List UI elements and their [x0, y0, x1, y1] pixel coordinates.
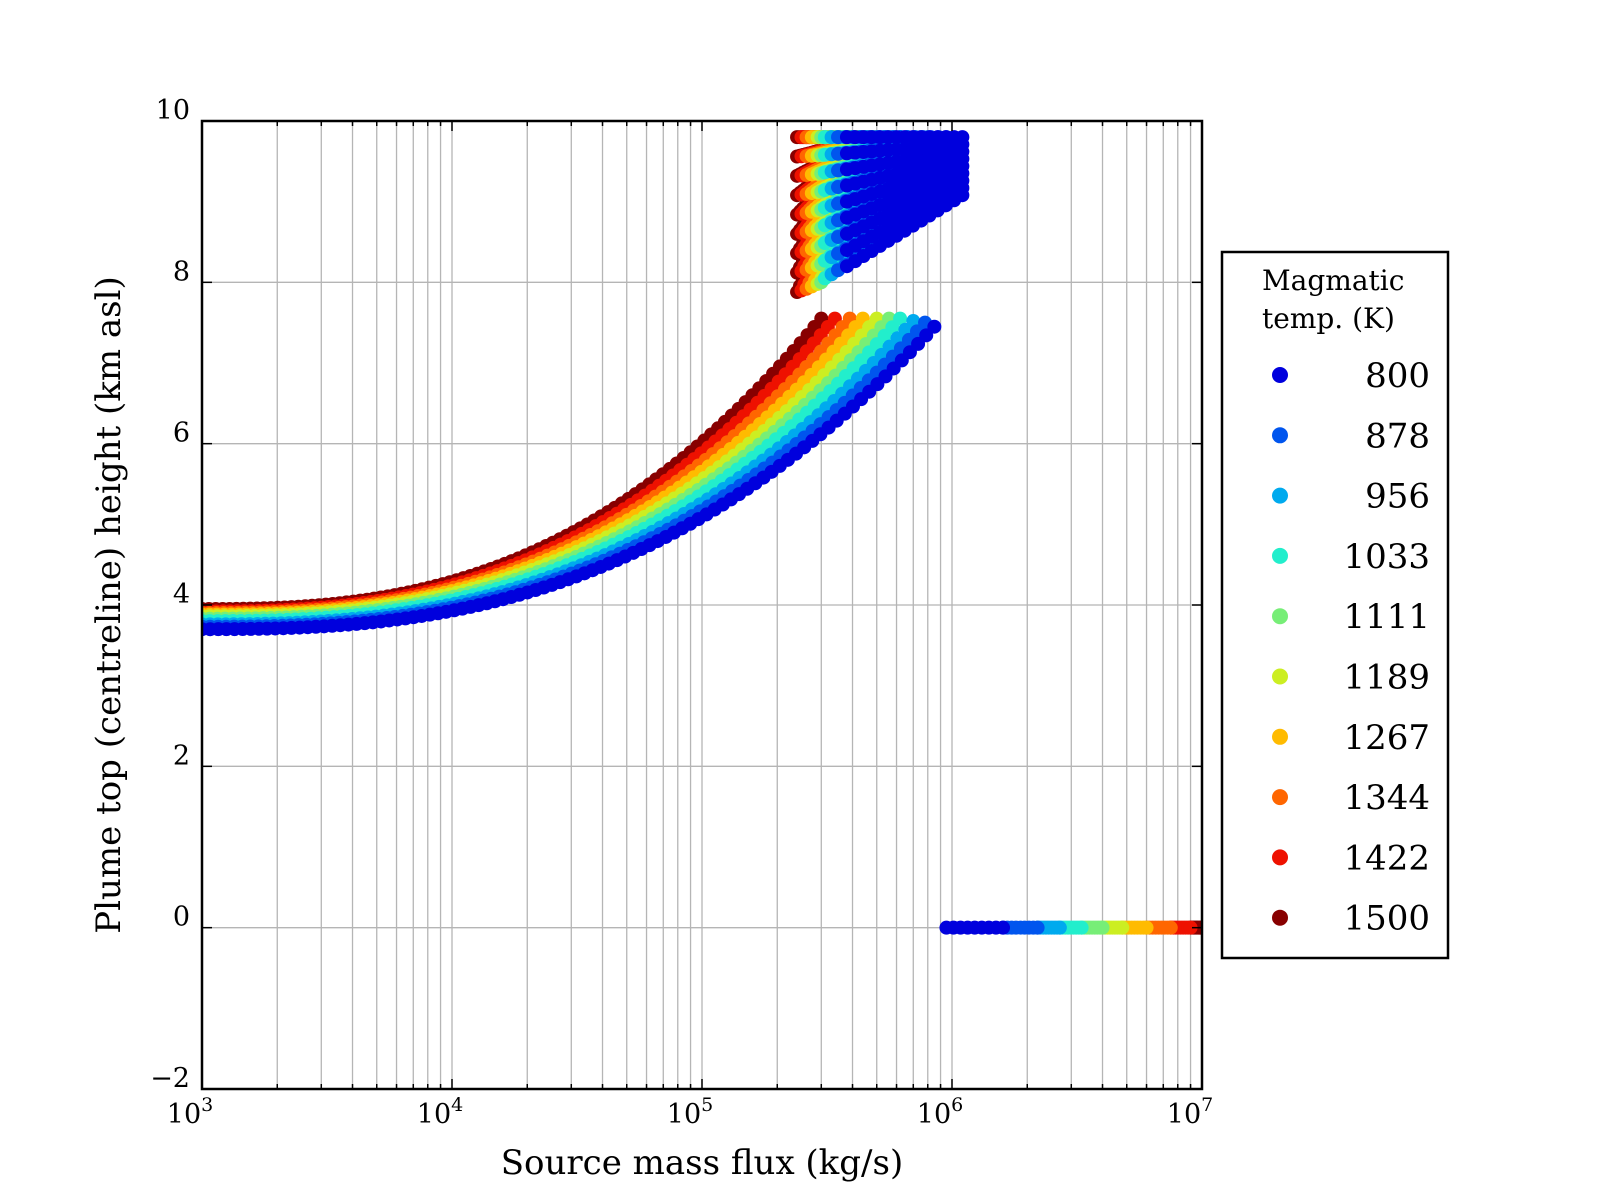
y-tick-labels: −2 0 2 4 6 8 10: [150, 95, 190, 1094]
legend-label: 1422: [1343, 838, 1430, 878]
legend-item-800: 800: [1272, 356, 1430, 396]
legend-label: 1189: [1343, 658, 1430, 698]
legend-marker: [1272, 487, 1288, 504]
data-point: [1074, 920, 1089, 935]
data-point: [893, 311, 908, 326]
x-tick-label: 104: [417, 1094, 463, 1130]
legend-label: 956: [1365, 477, 1430, 517]
x-tick-labels: 103 104 105 106 107: [167, 1094, 1213, 1130]
legend-label: 878: [1365, 416, 1430, 456]
data-point: [1163, 920, 1178, 935]
legend-marker: [1272, 608, 1288, 625]
legend-item-1189: 1189: [1272, 658, 1430, 698]
legend-marker: [1272, 547, 1288, 564]
data-point: [1115, 920, 1130, 935]
data-points: [202, 130, 1202, 935]
legend-marker: [1272, 728, 1288, 745]
legend-label: 1033: [1343, 537, 1430, 577]
y-tick-label: −2: [150, 1063, 190, 1094]
x-tick-label: 105: [667, 1094, 713, 1130]
data-point: [1183, 920, 1198, 935]
x-axis-label: Source mass flux (kg/s): [501, 1143, 903, 1183]
legend-marker: [1272, 909, 1288, 926]
data-point: [955, 130, 970, 145]
legend-label: 1267: [1343, 718, 1430, 758]
legend-label: 800: [1365, 356, 1430, 396]
legend-title-line2: temp. (K): [1262, 302, 1395, 335]
x-tick-label-base: 10: [167, 1099, 201, 1130]
legend-marker: [1272, 789, 1288, 806]
data-point: [927, 319, 942, 334]
legend-item-1267: 1267: [1272, 718, 1430, 758]
legend-label: 1111: [1343, 597, 1430, 637]
legend-marker: [1272, 668, 1288, 685]
legend-item-1111: 1111: [1272, 597, 1430, 637]
x-tick-label: 107: [1167, 1094, 1213, 1130]
data-point: [1030, 920, 1045, 935]
legend-marker: [1272, 427, 1288, 444]
legend-label: 1500: [1343, 899, 1430, 939]
y-tick-label: 0: [173, 902, 190, 933]
legend-item-1344: 1344: [1272, 778, 1430, 818]
x-tick-label-base: 10: [667, 1099, 701, 1130]
x-tick-label-base: 10: [1167, 1099, 1201, 1130]
x-tick-label-exponent: 5: [701, 1094, 713, 1116]
y-tick-label: 2: [173, 740, 190, 771]
x-tick-label-exponent: 6: [951, 1094, 963, 1116]
series-1422: [202, 130, 1198, 935]
x-tick-label-base: 10: [917, 1099, 951, 1130]
legend-label: 1344: [1343, 778, 1430, 818]
legend-title-line1: Magmatic: [1262, 264, 1404, 297]
x-tick-label: 106: [917, 1094, 963, 1130]
legend-item-878: 878: [1272, 416, 1430, 456]
x-tick-label-exponent: 3: [201, 1094, 213, 1116]
legend-marker: [1272, 367, 1288, 383]
y-axis-label: Plume top (centreline) height (km asl): [89, 276, 129, 934]
x-tick-label-base: 10: [417, 1099, 451, 1130]
legend: Magmatic temp. (K) 800 878 956 1033 1111 1189…: [1220, 250, 1450, 960]
legend-box: [1220, 250, 1450, 960]
data-point: [1139, 920, 1154, 935]
legend-marker: [1272, 849, 1288, 866]
x-tick-label-exponent: 4: [451, 1094, 463, 1116]
series-800: [202, 130, 1011, 935]
y-tick-label: 8: [173, 256, 190, 287]
legend-items: 800 878 956 1033 1111 1189 1267 1344 1422 1500: [1272, 356, 1430, 939]
x-tick-label: 103: [167, 1094, 213, 1130]
data-point: [996, 920, 1011, 935]
legend-item-1422: 1422: [1272, 838, 1430, 878]
legend-item-956: 956: [1272, 477, 1430, 517]
data-point: [1052, 920, 1067, 935]
legend-item-1033: 1033: [1272, 537, 1430, 577]
y-tick-label: 4: [173, 579, 190, 610]
legend-item-1500: 1500: [1272, 899, 1430, 939]
axis-ticks: [201, 120, 1203, 1090]
y-tick-label: 10: [156, 95, 190, 126]
y-tick-label: 6: [173, 418, 190, 449]
x-tick-label-exponent: 7: [1201, 1094, 1213, 1116]
data-point: [1095, 920, 1110, 935]
